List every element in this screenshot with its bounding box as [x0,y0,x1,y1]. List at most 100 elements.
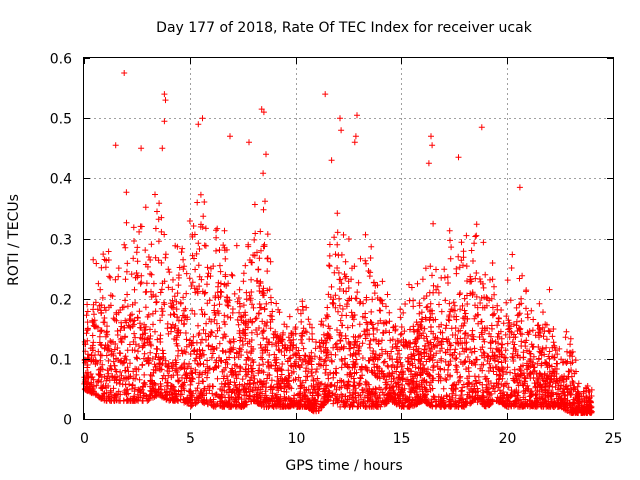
data-point [396,354,403,361]
data-point [106,273,113,280]
data-point [261,404,268,410]
data-point [455,154,462,161]
data-point [106,304,112,311]
data-point [432,342,439,349]
data-point [337,338,344,344]
data-point [368,398,375,405]
data-point [383,303,389,310]
data-point [225,383,232,390]
data-point [292,376,299,383]
data-point [162,97,169,104]
data-point [369,389,375,396]
data-point [542,398,549,405]
data-point [221,312,228,319]
data-point [352,364,358,370]
data-point [311,401,318,408]
data-point [534,322,541,329]
data-point [250,379,257,386]
data-point [98,374,105,381]
data-point [542,389,549,396]
data-point [516,326,523,333]
data-point [524,347,530,354]
data-point [179,245,186,252]
data-point [344,361,351,368]
data-point [305,368,312,375]
data-point [113,309,120,316]
data-point [285,372,292,379]
data-point [273,300,280,307]
data-point [228,394,235,401]
data-point [219,403,226,410]
data-point [514,397,521,404]
data-point [523,288,529,295]
data-point [343,312,350,319]
data-point [240,386,247,393]
data-point [427,308,433,315]
data-point [336,302,343,309]
data-point [173,298,180,305]
data-point [332,292,339,299]
data-point [537,349,544,356]
data-point [204,273,211,280]
data-point [446,227,453,234]
data-point [96,302,103,309]
data-point [450,299,457,306]
data-point [247,377,254,384]
data-point [260,369,267,376]
data-point [237,337,243,344]
data-point [399,382,406,388]
data-point [105,370,112,377]
data-point [362,378,369,385]
data-point [335,269,342,276]
data-point [545,394,552,401]
data-point [503,299,510,306]
data-point [123,397,130,404]
data-point [252,230,259,237]
data-point [467,278,474,285]
data-point [332,391,339,398]
data-point [218,357,225,364]
data-point [322,381,329,388]
data-point [242,319,249,325]
data-point [238,396,245,403]
data-point [567,360,574,367]
data-point [456,399,462,406]
grid-lines [84,58,613,419]
data-point [475,396,482,403]
data-point [528,307,535,314]
data-point [266,339,273,346]
data-point [199,115,206,122]
data-point [305,316,312,323]
data-point [170,311,177,317]
data-point [348,309,355,316]
data-point [315,379,322,386]
data-point [383,384,390,391]
data-point [178,317,185,324]
data-point [321,358,328,365]
data-point [331,382,338,389]
data-point [374,374,381,381]
data-point [159,145,166,152]
data-point [534,379,541,386]
data-point [470,388,477,395]
data-point [499,398,506,405]
data-point [529,400,535,406]
data-point [110,358,117,365]
data-point [184,400,191,407]
data-point [318,318,325,325]
data-point [531,364,538,371]
data-point [369,321,376,328]
data-point [355,392,362,399]
data-point [551,354,558,361]
data-point [351,342,358,349]
data-point [194,399,200,406]
data-point [248,289,255,295]
data-point [372,282,379,289]
data-point [284,358,291,364]
data-point [117,391,124,398]
data-point [309,330,316,337]
data-point [478,329,485,336]
data-point [316,385,323,392]
data-point [263,322,270,329]
data-point [196,353,203,360]
